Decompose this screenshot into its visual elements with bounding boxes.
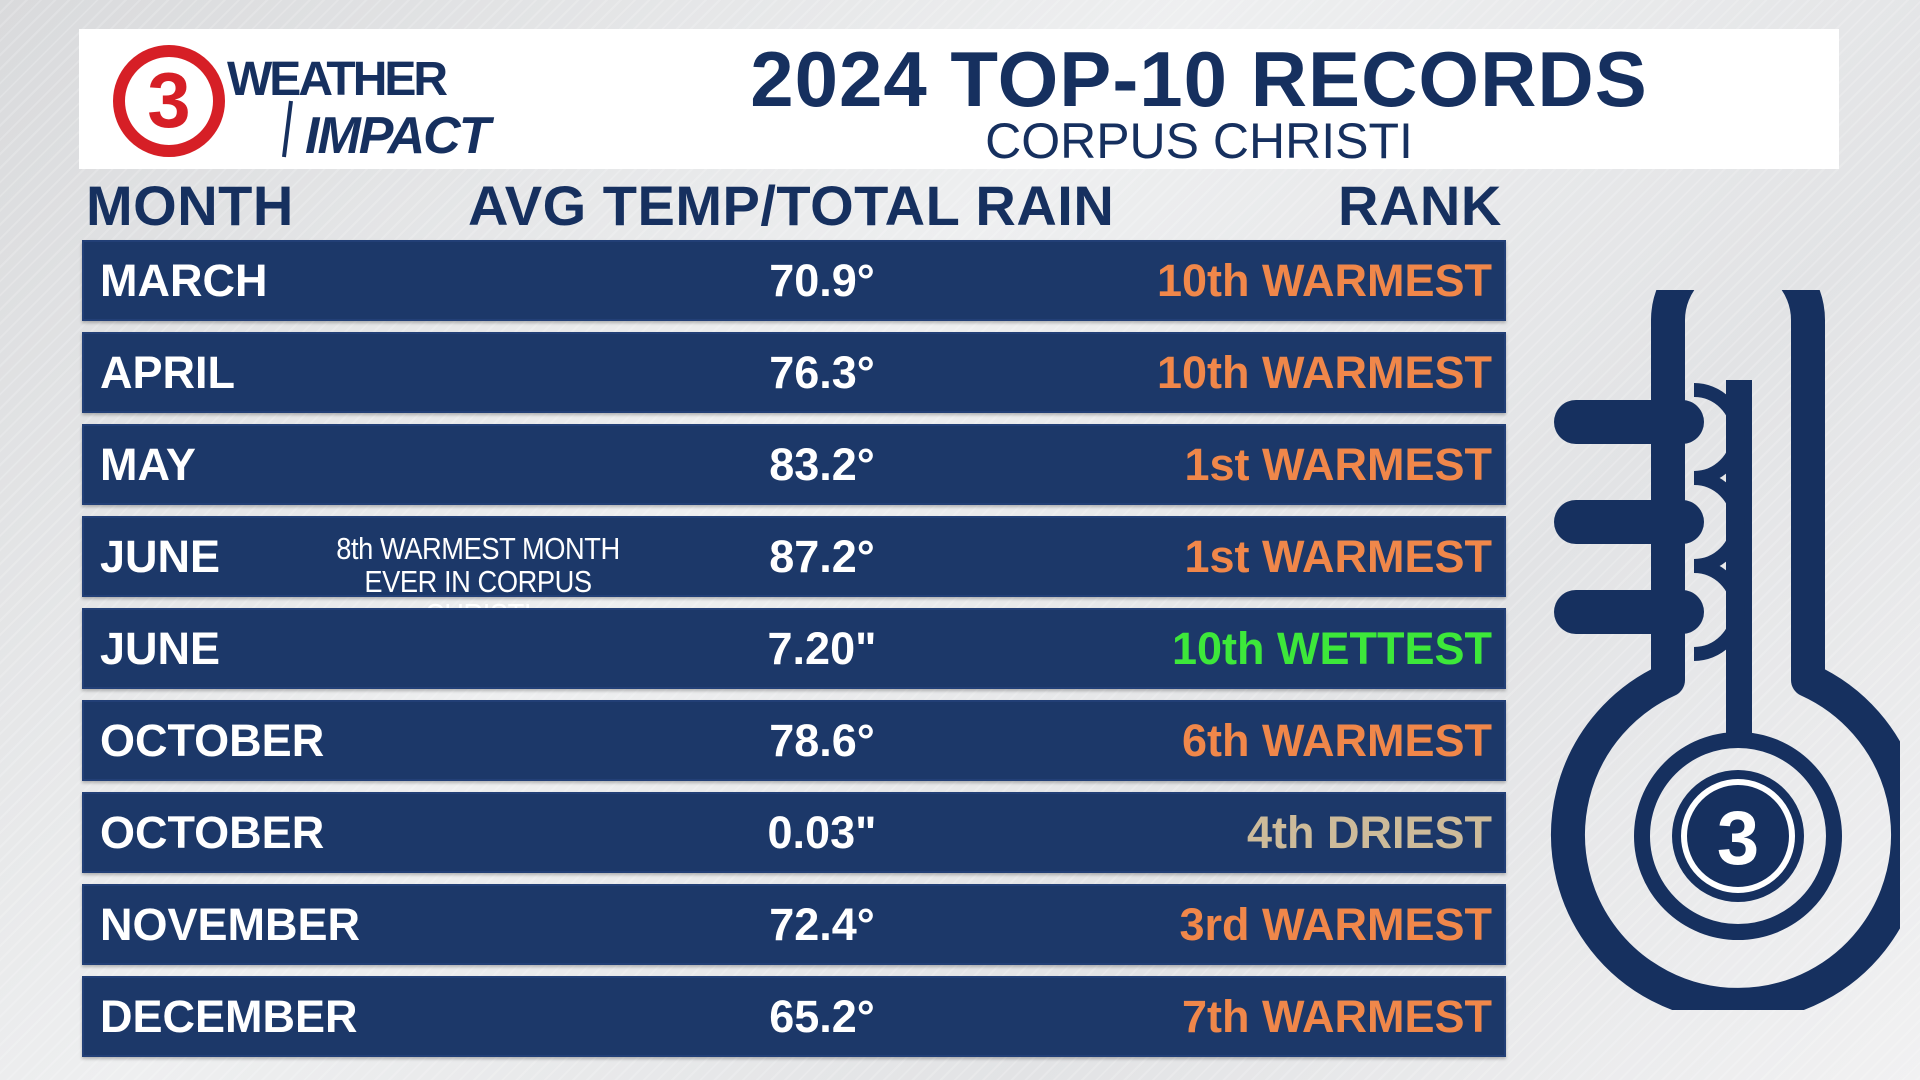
table-row: JUNE 8th WARMEST MONTH EVER IN CORPUS CH… bbox=[82, 516, 1506, 631]
weather-impact-logo: 3 WEATHER IMPACT bbox=[113, 45, 497, 165]
month-cell: MARCH bbox=[100, 255, 268, 306]
rank-cell: 1st WARMEST bbox=[1184, 439, 1492, 490]
column-header-value: AVG TEMP/TOTAL RAIN bbox=[468, 174, 1115, 237]
table-row: DECEMBER 65.2° 7th WARMEST bbox=[82, 976, 1506, 1057]
value-cell: 83.2° bbox=[769, 439, 875, 490]
value-cell: 76.3° bbox=[769, 347, 875, 398]
table-row: JUNE 7.20" 10th WETTEST bbox=[82, 608, 1506, 689]
column-header-rank: RANK bbox=[1338, 174, 1502, 237]
header-banner: 3 WEATHER IMPACT 2024 TOP-10 RECORDS COR… bbox=[79, 29, 1839, 169]
page-subtitle: CORPUS CHRISTI bbox=[985, 113, 1413, 169]
rank-cell: 4th DRIEST bbox=[1246, 807, 1492, 858]
rank-cell: 6th WARMEST bbox=[1182, 715, 1492, 766]
svg-text:3: 3 bbox=[1717, 796, 1759, 881]
value-cell: 0.03" bbox=[767, 807, 877, 858]
value-cell: 7.20" bbox=[767, 623, 877, 674]
month-cell: OCTOBER bbox=[100, 715, 325, 766]
table-row: OCTOBER 78.6° 6th WARMEST bbox=[82, 700, 1506, 781]
records-table: MARCH 70.9° 10th WARMEST APRIL 76.3° 10t… bbox=[82, 240, 1506, 1068]
table-row: MARCH 70.9° 10th WARMEST bbox=[82, 240, 1506, 321]
rank-cell: 10th WARMEST bbox=[1156, 347, 1492, 398]
thermometer-icon: 3 bbox=[1551, 290, 1900, 1010]
svg-text:3: 3 bbox=[147, 56, 190, 144]
value-cell: 70.9° bbox=[769, 255, 875, 306]
month-cell: OCTOBER bbox=[100, 807, 325, 858]
table-row: OCTOBER 0.03" 4th DRIEST bbox=[82, 792, 1506, 873]
month-cell: MAY bbox=[100, 439, 196, 490]
month-cell: NOVEMBER bbox=[100, 899, 361, 950]
month-cell: JUNE bbox=[100, 623, 221, 674]
month-cell: DECEMBER bbox=[100, 991, 358, 1042]
table-row: MAY 83.2° 1st WARMEST bbox=[82, 424, 1506, 505]
table-row: APRIL 76.3° 10th WARMEST bbox=[82, 332, 1506, 413]
page-title: 2024 TOP-10 RECORDS bbox=[750, 35, 1648, 123]
value-cell: 87.2° bbox=[769, 531, 875, 582]
table-row: NOVEMBER 72.4° 3rd WARMEST bbox=[82, 884, 1506, 965]
rank-cell: 10th WARMEST bbox=[1156, 255, 1492, 306]
rank-cell: 1st WARMEST bbox=[1184, 531, 1492, 582]
month-cell: APRIL bbox=[100, 347, 235, 398]
svg-text:IMPACT: IMPACT bbox=[305, 107, 495, 165]
rank-cell: 10th WETTEST bbox=[1171, 623, 1492, 674]
value-cell: 78.6° bbox=[769, 715, 875, 766]
svg-text:WEATHER: WEATHER bbox=[227, 53, 447, 106]
month-cell: JUNE bbox=[100, 531, 221, 582]
value-cell: 65.2° bbox=[769, 991, 875, 1042]
value-cell: 72.4° bbox=[769, 899, 875, 950]
column-header-month: MONTH bbox=[86, 174, 294, 237]
rank-cell: 7th WARMEST bbox=[1182, 991, 1492, 1042]
rank-cell: 3rd WARMEST bbox=[1179, 899, 1492, 950]
